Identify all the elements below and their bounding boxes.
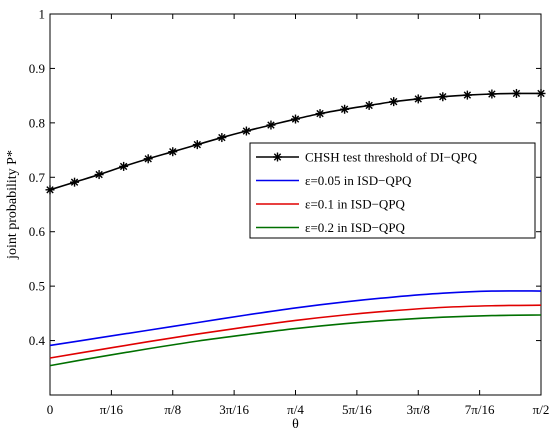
series-1-marker	[340, 104, 350, 114]
legend-label-2: ε=0.05 in ISD−QPQ	[305, 173, 412, 188]
legend-marker-1	[273, 152, 282, 162]
series-1-marker	[119, 161, 129, 171]
series-1-marker	[291, 114, 300, 124]
legend: CHSH test threshold of DI−QPQ ε=0.05 in I…	[249, 142, 536, 239]
series-line-2	[49, 290, 542, 347]
series-1-marker	[487, 89, 497, 99]
series-1-marker	[94, 170, 104, 180]
series-1-marker	[462, 90, 472, 100]
x-tick-label: 3π/8	[407, 402, 430, 417]
series-1-marker	[315, 109, 325, 119]
series-1-marker	[389, 97, 399, 107]
series-1-marker	[511, 88, 521, 98]
legend-label-4: ε=0.2 in ISD−QPQ	[305, 220, 406, 235]
x-axis-label: θ	[292, 417, 299, 432]
x-tick-label: 5π/16	[342, 402, 372, 417]
series-1-marker	[536, 88, 546, 98]
series-1-marker	[70, 177, 80, 187]
y-tick-label: 0.8	[29, 115, 45, 130]
legend-box	[249, 142, 536, 239]
legend-label-3: ε=0.1 in ISD−QPQ	[305, 197, 406, 212]
series-1-marker	[364, 100, 374, 110]
y-axis-label: joint probability P*	[5, 150, 20, 260]
series-1-marker	[217, 133, 227, 143]
x-tick-label: π/8	[164, 402, 181, 417]
series-1-marker	[45, 185, 55, 195]
y-tick-label: 0.6	[29, 224, 46, 239]
x-tick-label: 3π/16	[219, 402, 249, 417]
x-tick-label: π/2	[533, 402, 550, 417]
legend-label-1: CHSH test threshold of DI−QPQ	[305, 150, 478, 165]
x-tick-label: 7π/16	[465, 402, 495, 417]
series-line-4	[49, 314, 542, 367]
x-tick-label: π/4	[287, 402, 304, 417]
y-tick-label: 0.9	[29, 61, 45, 76]
series-1-marker	[168, 147, 178, 157]
series-1-marker	[192, 140, 202, 150]
ticks: 0 π/16 π/8 3π/16 π/4 5π/16 3π/8 7π/16 π/2 0.4 0.5 0…	[29, 7, 550, 418]
series-1-marker	[438, 92, 448, 102]
series-layer	[45, 88, 546, 367]
y-tick-label: 0.4	[29, 333, 46, 348]
series-1-marker	[143, 154, 153, 164]
series-line-3	[49, 304, 542, 359]
y-tick-label: 0.5	[29, 279, 45, 294]
series-1-marker	[413, 94, 423, 104]
y-tick-label: 1	[39, 7, 46, 22]
y-tick-label: 0.7	[29, 170, 46, 185]
series-1-marker	[241, 126, 251, 136]
x-tick-label: π/16	[100, 402, 124, 417]
series-1-marker	[266, 120, 276, 130]
x-tick-label: 0	[47, 402, 54, 417]
